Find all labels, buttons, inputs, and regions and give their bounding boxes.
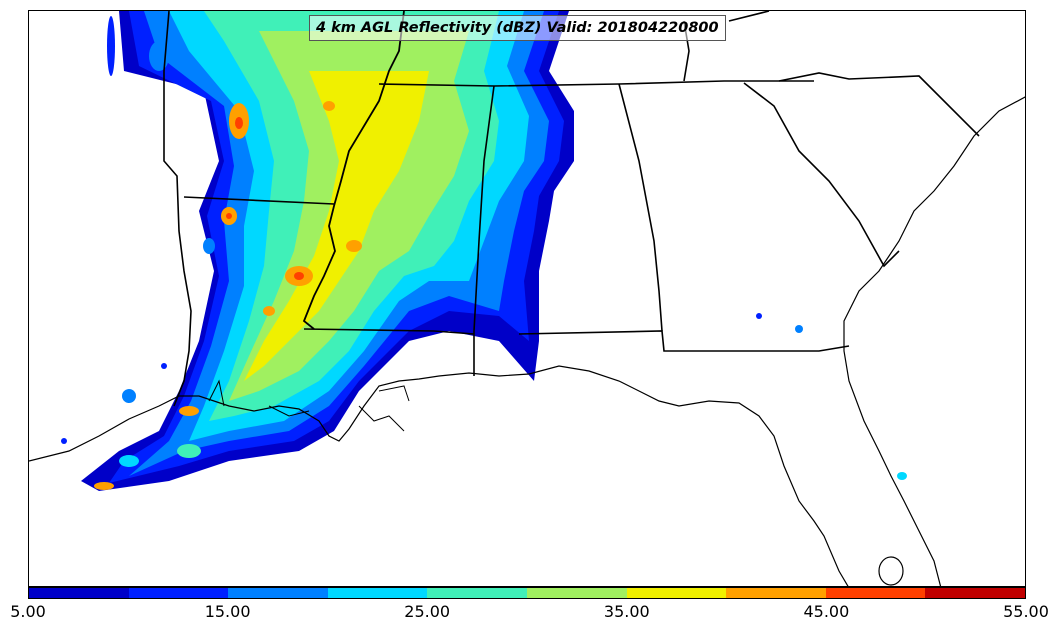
colorbar-segment [526,588,627,598]
echo-cells-45 [226,117,304,280]
reflectivity-field [61,11,907,491]
state-line-ms-al [473,85,495,376]
echo-band-35 [244,71,429,381]
reflectivity-map-canvas [29,11,1025,586]
colorbar-tick-label: 5.00 [10,602,46,621]
colorbar [28,587,1026,599]
colorbar-tick-label: 35.00 [603,602,650,621]
colorbar-segment [29,588,129,598]
state-line-ms-la [303,328,475,335]
colorbar-segment [726,588,826,598]
colorbar-labels: 5.00 15.00 25.00 35.00 45.00 55.00 [0,602,1060,624]
state-line-ar-la [183,196,335,205]
echo-cells-scattered [61,16,907,480]
colorbar-tick-label: 55.00 [1003,602,1049,621]
lake-okeechobee [878,556,904,586]
colorbar-tick-label: 45.00 [803,602,850,621]
colorbar-segment [427,588,527,598]
boundaries [29,11,1025,586]
colorbar-tick-label: 15.00 [204,602,251,621]
state-line-ga-sc [743,82,900,268]
radar-map [28,10,1026,587]
colorbar-segment [825,588,926,598]
atlantic-coastline [843,96,1025,586]
mississippi-river-line [302,11,405,330]
state-line-nc-sc [778,72,980,137]
state-line-al-fl [518,330,850,352]
colorbar-segment [128,588,229,598]
state-line-al-ga [618,83,663,332]
la-coast-detail [208,379,410,432]
gulf-coastline [29,365,849,586]
colorbar-segment [626,588,727,598]
colorbar-segment [228,588,328,598]
colorbar-tick-label: 25.00 [404,602,451,621]
colorbar-segment [925,588,1025,598]
map-title: 4 km AGL Reflectivity (dBZ) Valid: 20180… [309,15,726,41]
state-line-la-tx [163,11,192,407]
colorbar-segment [327,588,428,598]
